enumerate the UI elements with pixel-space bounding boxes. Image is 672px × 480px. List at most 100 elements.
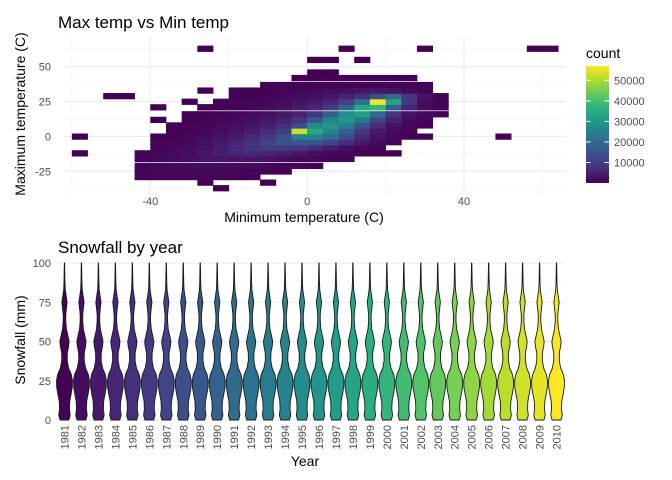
violin-x-tick-label: 2000 [382,425,394,449]
heatmap-bin [244,155,261,163]
heatmap-bin [291,133,308,140]
heatmap-bin [197,168,214,175]
violin-x-tick-label: 1990 [212,425,224,449]
heatmap-bin [322,122,339,129]
heatmap-bin [385,93,402,100]
heatmap-bin [244,127,261,135]
heatmap-bin [150,133,167,140]
heatmap-bin [260,168,277,175]
heatmap-bin [354,56,371,64]
violin-x-tick-label: 2009 [535,425,547,449]
heatmap-bin [275,155,292,163]
violin-y-tick-label: 50 [39,337,51,349]
heatmap-bin [354,144,371,151]
heatmap-bin [244,122,261,129]
heatmap-bin [307,139,324,146]
heatmap-bin [307,150,324,157]
heatmap-bin [228,98,245,105]
heatmap-bin [369,116,386,124]
heatmap-bin [385,133,402,140]
heatmap-bin [542,45,559,52]
heatmap-bin [416,122,434,129]
violin-x-tick-labels: 1981 1982 1983 1984 1985 1986 1987 1988 1989 1990… [59,425,563,449]
heatmap-x-tick-label: 40 [458,196,470,208]
violin-1997 [327,262,345,421]
heatmap-bin [150,144,167,151]
heatmap-bin [165,122,183,129]
violin-2006 [480,262,498,421]
heatmap-bin [228,155,245,163]
heatmap-bin [244,104,261,111]
heatmap-x-axis-title: Minimum temperature (C) [224,209,383,225]
heatmap-y-tick-label: 0 [45,131,51,143]
heatmap-bin [432,104,449,111]
heatmap-bin [307,144,324,151]
heatmap-bin [338,155,355,163]
heatmap-bin [181,127,198,135]
violin-panel: Snowfall by year 1981 1982 1983 1984 1985 198… [12,238,565,469]
violin-title: Snowfall by year [58,238,183,257]
heatmap-y-tick-label: -25 [35,166,51,178]
violin-1983 [89,262,107,421]
violin-1985 [123,262,141,421]
heatmap-bin [416,133,434,140]
violin-x-tick-label: 2004 [450,425,462,449]
heatmap-bin [103,93,120,100]
legend-tick-label: 30000 [614,116,645,128]
heatmap-bin [291,150,308,157]
heatmap-bin [338,144,355,151]
heatmap-bin [307,111,324,118]
violin-1992 [242,262,260,421]
heatmap-bin [291,155,308,163]
heatmap-bin [228,122,245,129]
heatmap-bin [307,98,324,105]
violin-x-tick-label: 1989 [195,425,207,449]
heatmap-bin [307,162,324,170]
violin-2001 [395,262,413,421]
heatmap-bin [197,139,214,146]
violin-x-tick-label: 1991 [229,425,241,449]
violin-1987 [157,262,175,421]
heatmap-bin [275,87,292,94]
violin-y-tick-labels: 0 25 50 75 100 [33,258,51,427]
heatmap-bin [338,93,355,100]
heatmap-bin [197,122,214,129]
heatmap-bin [322,133,339,140]
heatmap-bin [165,150,183,157]
heatmap-bin [354,133,371,140]
violin-1995 [293,262,311,421]
heatmap-bin [244,150,261,157]
violin-y-tick-label: 100 [33,258,51,270]
heatmap-bin [416,116,434,124]
heatmap-bin [354,93,371,100]
heatmap-bin [134,168,151,175]
violin-1982 [73,262,90,421]
heatmap-bin [181,98,198,105]
violins [56,262,565,421]
heatmap-bin [275,162,292,170]
heatmap-bin [307,155,324,163]
heatmap-bin [260,144,277,151]
heatmap-bin [150,139,167,146]
heatmap-bin [369,122,386,129]
violin-x-tick-label: 1994 [280,425,292,449]
heatmap-bin [338,98,355,105]
heatmap-bin [213,150,230,157]
violin-x-tick-label: 1988 [178,425,190,449]
violin-2002 [412,262,430,421]
heatmap-bin [291,162,308,170]
legend-colorbar [586,66,609,183]
heatmap-bin [322,155,339,163]
heatmap-bin [181,139,198,146]
heatmap-bin [416,87,434,94]
heatmap-bin [401,81,418,89]
heatmap-bin [338,111,355,118]
heatmap-bin [165,168,183,175]
violin-x-axis-title: Year [291,453,320,469]
heatmap-bin [150,173,167,181]
heatmap-bin [354,127,371,135]
heatmap-bin [526,45,543,52]
heatmap-bin [228,139,245,146]
heatmap-bin [228,116,245,124]
heatmap-bin [228,111,245,118]
